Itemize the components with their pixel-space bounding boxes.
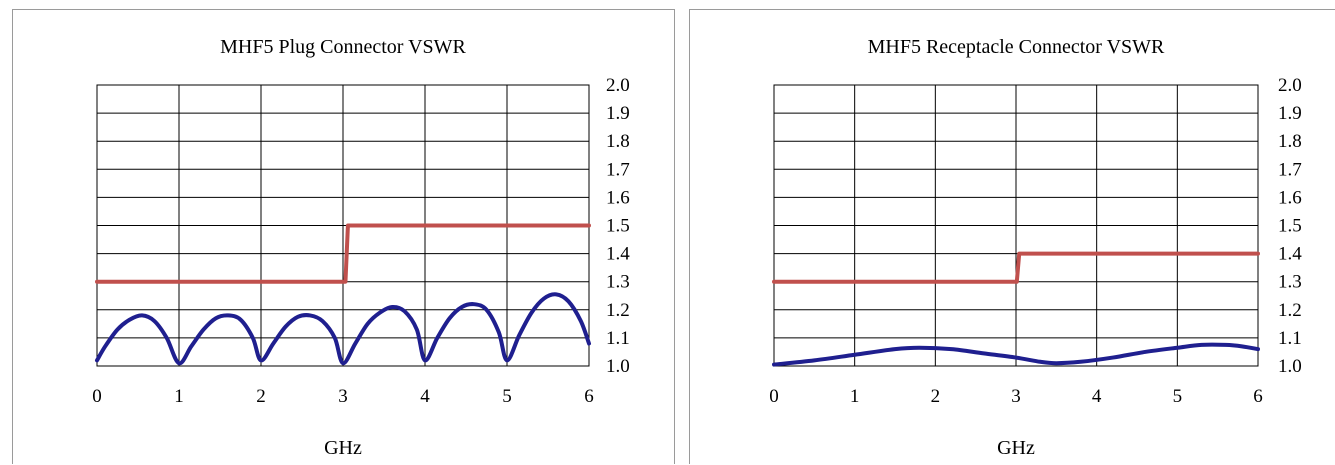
x-tick-label: 2 (256, 386, 266, 407)
x-tick-label: 3 (338, 386, 348, 407)
y-tick-label: 1.4 (606, 244, 630, 265)
vswr-limit-line (95, 223, 591, 284)
y-tick-label: 1.9 (1278, 103, 1302, 124)
y-tick-label: 1.4 (1278, 244, 1302, 265)
x-tick-label: 1 (174, 386, 184, 407)
x-tick-label: 0 (92, 386, 102, 407)
y-tick-label: 1.2 (1278, 300, 1302, 321)
y-tick-label: 1.1 (1278, 328, 1302, 349)
y-tick-label: 1.1 (606, 328, 630, 349)
x-axis-label: GHz (997, 437, 1035, 459)
y-tick-label: 1.7 (606, 159, 630, 180)
y-tick-label: 1.6 (1278, 187, 1302, 208)
plug-vswr-chart-panel: MHF5 Plug Connector VSWR 2.0 1.9 1.8 1.7 1.6 1… (12, 9, 675, 464)
vswr-measured-line (95, 292, 591, 366)
y-tick-label: 2.0 (606, 75, 630, 96)
vswr-limit-line (772, 251, 1260, 284)
x-tick-label: 6 (1253, 386, 1263, 407)
y-tick-label: 1.5 (1278, 216, 1302, 237)
y-tick-label: 1.9 (606, 103, 630, 124)
chart-title: MHF5 Receptacle Connector VSWR (868, 36, 1165, 58)
x-tick-label: 5 (1173, 386, 1183, 407)
y-tick-label: 1.3 (606, 272, 630, 293)
plot-area (773, 84, 1259, 367)
y-tick-label: 1.2 (606, 300, 630, 321)
chart-title: MHF5 Plug Connector VSWR (220, 36, 466, 58)
y-tick-label: 1.7 (1278, 159, 1302, 180)
x-tick-label: 3 (1011, 386, 1021, 407)
x-tick-label: 0 (769, 386, 779, 407)
plug-vswr-chart: MHF5 Plug Connector VSWR 2.0 1.9 1.8 1.7 1.6 1… (92, 36, 630, 459)
receptacle-vswr-chart-panel: MHF5 Receptacle Connector VSWR 2.0 1.9 1.8 1… (689, 9, 1335, 464)
x-tick-label: 1 (850, 386, 860, 407)
y-tick-label: 1.5 (606, 216, 630, 237)
x-tick-label: 6 (584, 386, 594, 407)
y-tick-label: 2.0 (1278, 75, 1302, 96)
receptacle-vswr-chart: MHF5 Receptacle Connector VSWR 2.0 1.9 1.8 1… (769, 36, 1302, 459)
y-tick-label: 1.8 (1278, 131, 1302, 152)
x-tick-label: 2 (931, 386, 941, 407)
x-axis-label: GHz (324, 437, 362, 459)
y-tick-label: 1.3 (1278, 272, 1302, 293)
y-tick-label: 1.0 (1278, 356, 1302, 377)
y-tick-label: 1.0 (606, 356, 630, 377)
x-tick-label: 4 (420, 386, 430, 407)
y-tick-label: 1.8 (606, 131, 630, 152)
x-tick-label: 4 (1092, 386, 1102, 407)
vswr-measured-line (772, 342, 1260, 367)
y-tick-label: 1.6 (606, 187, 630, 208)
x-tick-label: 5 (502, 386, 512, 407)
